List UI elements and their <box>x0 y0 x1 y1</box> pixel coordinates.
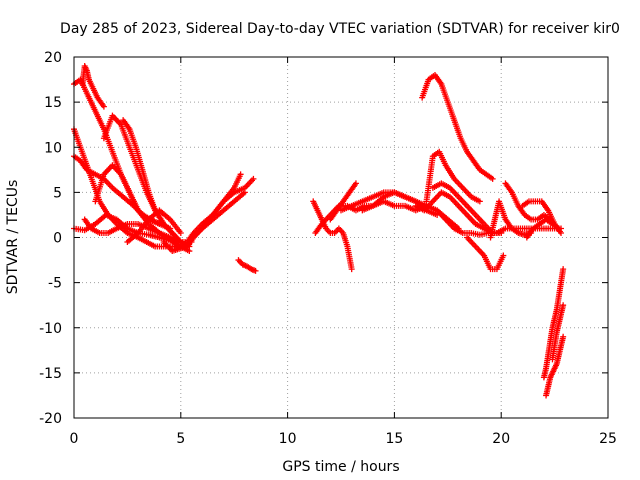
x-tick-label: 5 <box>176 431 185 447</box>
y-tick-label: 20 <box>44 50 62 66</box>
series-arc-5 <box>92 162 174 232</box>
data-markers <box>71 63 567 399</box>
x-tick-labels: 0 5 10 15 20 25 <box>70 431 617 447</box>
series-arc-14 <box>188 189 248 241</box>
data-point <box>177 229 184 236</box>
y-axis-label: SDTVAR / TECUs <box>5 180 21 295</box>
y-tick-label: -15 <box>39 366 62 382</box>
data-point <box>560 266 567 273</box>
series-arc-25 <box>434 207 565 238</box>
data-point <box>237 171 244 178</box>
series-arc-32 <box>543 333 567 399</box>
data-point <box>250 175 257 182</box>
y-tick-label: -5 <box>48 276 62 292</box>
y-tick-label: -20 <box>39 411 62 427</box>
series-arc-15 <box>235 257 259 274</box>
x-tick-label: 0 <box>70 431 79 447</box>
y-tick-label: 0 <box>53 231 62 247</box>
chart-title: Day 285 of 2023, Sidereal Day-to-day VTE… <box>60 21 620 37</box>
data-point <box>489 175 496 182</box>
data-point <box>252 267 259 274</box>
y-tick-labels: 20 15 10 5 0 -5 -10 -15 -20 <box>39 50 62 427</box>
data-point <box>100 103 107 110</box>
series-arc-21 <box>419 72 496 182</box>
data-point <box>558 229 565 236</box>
x-tick-label: 25 <box>599 431 617 447</box>
x-tick-label: 15 <box>385 431 403 447</box>
data-point <box>241 189 248 196</box>
y-tick-label: -10 <box>39 321 62 337</box>
data-point <box>500 252 507 259</box>
y-tick-label: 5 <box>53 185 62 201</box>
series-arc-23 <box>412 189 505 236</box>
series-arc-24 <box>429 180 505 236</box>
y-tick-label: 15 <box>44 95 62 111</box>
data-point <box>348 266 355 273</box>
series-arc-33 <box>549 302 567 363</box>
x-tick-label: 20 <box>492 431 510 447</box>
series-arc-22 <box>423 148 483 205</box>
x-tick-label: 10 <box>279 431 297 447</box>
data-point <box>555 225 562 232</box>
data-point <box>352 180 359 187</box>
series-arc-31 <box>540 266 567 381</box>
data-point <box>476 198 483 205</box>
series-arc-9 <box>81 216 184 246</box>
axis-ticks <box>73 56 609 419</box>
data-point <box>186 248 193 255</box>
series-arc-10 <box>124 207 184 246</box>
series-arc-30 <box>523 216 562 241</box>
x-axis-label: GPS time / hours <box>282 459 399 475</box>
series-arc-26 <box>464 234 507 273</box>
y-tick-label: 10 <box>44 140 62 156</box>
series-arc-18 <box>327 180 359 223</box>
data-point <box>560 302 567 309</box>
series-arc-2 <box>79 63 107 110</box>
data-point <box>560 333 567 340</box>
